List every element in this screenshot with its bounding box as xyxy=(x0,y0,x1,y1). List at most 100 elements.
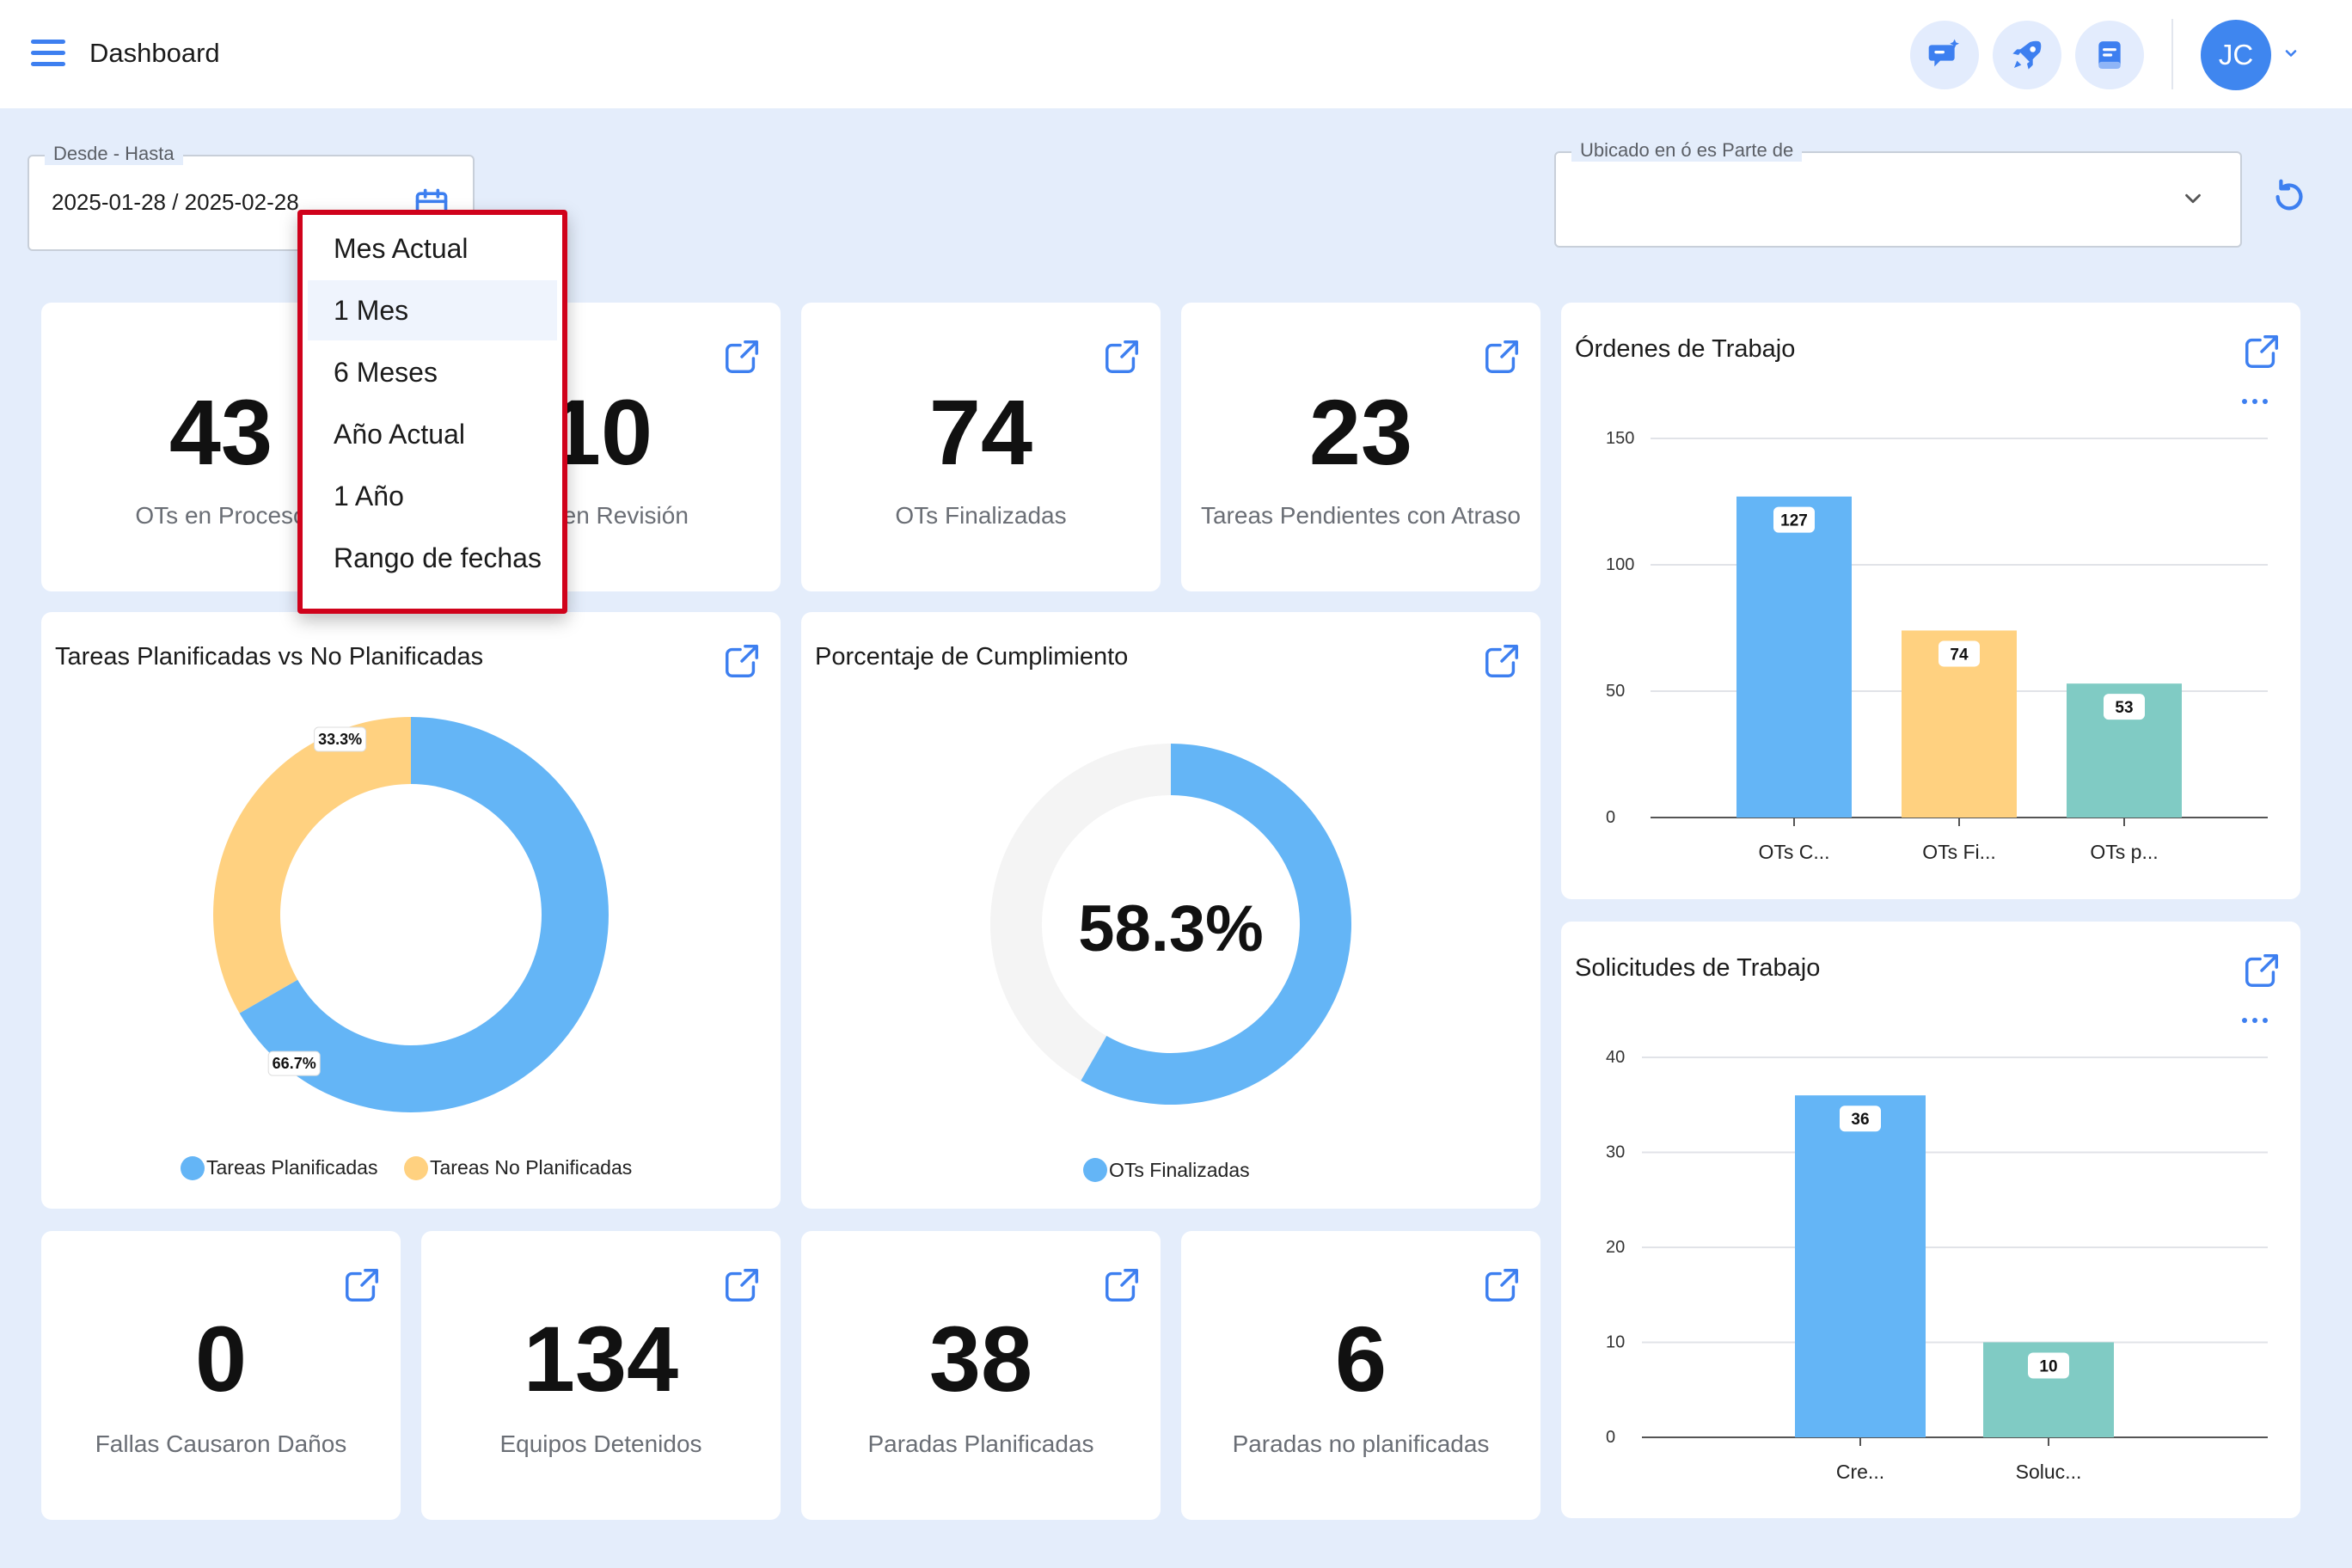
bar[interactable] xyxy=(1795,1095,1926,1437)
external-link-icon[interactable] xyxy=(1482,337,1522,377)
external-link-icon[interactable] xyxy=(1102,337,1142,377)
y-tick-label: 150 xyxy=(1606,429,1634,448)
more-options-icon[interactable] xyxy=(2240,1016,2269,1025)
location-select[interactable]: Ubicado en ó es Parte de xyxy=(1554,139,2242,248)
external-link-icon[interactable] xyxy=(1482,641,1522,681)
data-label: 53 xyxy=(2115,699,2133,717)
kpi-card-tareas-pendientes: 23 Tareas Pendientes con Atraso xyxy=(1181,303,1540,591)
x-tick-label: Soluc... xyxy=(2016,1461,2082,1483)
chart-card-solicitudes: Solicitudes de Trabajo 0 10 20 30 40 36 Cre...… xyxy=(1561,922,2300,1518)
kpi-value: 43 xyxy=(168,380,273,484)
external-link-icon[interactable] xyxy=(1482,1265,1522,1305)
chevron-down-icon xyxy=(2185,193,2201,204)
rocket-button[interactable] xyxy=(1993,21,2061,89)
svg-text:33.3%: 33.3% xyxy=(318,731,362,748)
kpi-label: Paradas Planificadas xyxy=(867,1430,1094,1457)
menu-item-mes-actual[interactable]: Mes Actual xyxy=(334,233,469,264)
data-label: 74 xyxy=(1950,646,1969,664)
rocket-icon xyxy=(2012,40,2042,70)
donut-slice-finalizadas[interactable] xyxy=(1081,744,1352,1105)
external-link-icon[interactable] xyxy=(2242,332,2282,371)
chart-card-ordenes: Órdenes de Trabajo 0 50 100 150 127 OTs C... 7… xyxy=(1561,303,2300,899)
notes-icon xyxy=(2098,41,2121,69)
y-tick-label: 20 xyxy=(1606,1238,1625,1257)
y-tick-label: 30 xyxy=(1606,1143,1625,1162)
donut-center-label: 58.3% xyxy=(1078,892,1264,965)
menu-item-1-mes[interactable]: 1 Mes xyxy=(308,280,557,340)
x-tick-label: OTs C... xyxy=(1758,841,1829,863)
legend-swatch xyxy=(181,1156,205,1180)
legend-label[interactable]: OTs Finalizadas xyxy=(1109,1159,1250,1181)
legend-swatch xyxy=(1083,1158,1107,1182)
kpi-label: Fallas Causaron Daños xyxy=(95,1430,347,1457)
kpi-label: Equipos Detenidos xyxy=(499,1430,702,1457)
date-range-value: 2025-01-28 / 2025-02-28 xyxy=(52,189,299,215)
svg-text:66.7%: 66.7% xyxy=(273,1055,316,1072)
kpi-value: 0 xyxy=(194,1307,248,1411)
kpi-label: Paradas no planificadas xyxy=(1232,1430,1490,1457)
chevron-down-icon[interactable] xyxy=(2280,45,2302,62)
y-tick-label: 10 xyxy=(1606,1333,1625,1352)
legend-label[interactable]: Tareas No Planificadas xyxy=(430,1156,632,1179)
chart-card-tareas: Tareas Planificadas vs No Planificadas 3… xyxy=(41,612,781,1209)
ai-chat-button[interactable] xyxy=(1910,21,1979,89)
external-link-icon[interactable] xyxy=(722,641,762,681)
kpi-card-paradas-no-planificadas: 6 Paradas no planificadas xyxy=(1181,1231,1540,1520)
external-link-icon[interactable] xyxy=(1102,1265,1142,1305)
chart-card-cumplimiento: Porcentaje de Cumplimiento 58.3% OTs Fin… xyxy=(801,612,1540,1209)
kpi-label: OTs Finalizadas xyxy=(895,502,1067,529)
chart-title: Tareas Planificadas vs No Planificadas xyxy=(55,643,484,671)
legend-label[interactable]: Tareas Planificadas xyxy=(206,1156,377,1179)
ai-chat-icon xyxy=(1928,39,1959,67)
kpi-value: 74 xyxy=(928,380,1033,484)
donut-chart-cumplimiento: 58.3% OTs Finalizadas xyxy=(989,744,1352,1182)
top-bar: Dashboard JC xyxy=(0,0,2352,108)
y-tick-label: 40 xyxy=(1606,1048,1625,1067)
kpi-card-fallas: 0 Fallas Causaron Daños xyxy=(41,1231,401,1520)
page-title: Dashboard xyxy=(89,38,220,68)
bar-chart-ordenes: 0 50 100 150 127 OTs C... 74 OTs Fi... 53 OTs p..… xyxy=(1606,429,2268,863)
kpi-card-paradas-planificadas: 38 Paradas Planificadas xyxy=(801,1231,1161,1520)
data-label: 33.3% xyxy=(314,726,367,752)
refresh-icon[interactable] xyxy=(2269,177,2309,217)
menu-item-ano-actual[interactable]: Año Actual xyxy=(334,419,465,450)
y-tick-label: 50 xyxy=(1606,682,1625,701)
external-link-icon[interactable] xyxy=(2242,951,2282,990)
data-label-bg xyxy=(2104,694,2145,720)
data-label: 127 xyxy=(1780,512,1808,530)
donut-chart-tareas: 33.3% 66.7% Tareas Planificadas Tareas N… xyxy=(181,717,632,1180)
menu-icon[interactable] xyxy=(31,40,65,67)
more-options-icon[interactable] xyxy=(2240,397,2269,406)
menu-item-6-meses[interactable]: 6 Meses xyxy=(334,357,438,388)
external-link-icon[interactable] xyxy=(342,1265,382,1305)
kpi-label: OTs en Proceso xyxy=(135,502,307,529)
x-tick-label: OTs Fi... xyxy=(1922,841,1996,863)
chart-title: Porcentaje de Cumplimiento xyxy=(815,643,1129,671)
menu-item-rango-de-fechas[interactable]: Rango de fechas xyxy=(334,542,542,573)
data-label-bg xyxy=(2028,1352,2069,1379)
kpi-card-equipos: 134 Equipos Detenidos xyxy=(421,1231,781,1520)
donut-slice-planificadas[interactable] xyxy=(239,717,609,1112)
kpi-value: 38 xyxy=(928,1307,1033,1411)
notes-button[interactable] xyxy=(2075,21,2144,89)
avatar[interactable]: JC xyxy=(2201,20,2271,90)
y-tick-label: 100 xyxy=(1606,555,1634,574)
bar-chart-solicitudes: 0 10 20 30 40 36 Cre... 10 Soluc... xyxy=(1606,1048,2268,1483)
date-range-label: Desde - Hasta xyxy=(45,143,183,165)
toolbar-divider xyxy=(2171,19,2173,89)
x-tick-label: OTs p... xyxy=(2090,841,2158,863)
external-link-icon[interactable] xyxy=(722,1265,762,1305)
y-tick-label: 0 xyxy=(1606,1428,1615,1447)
kpi-card-ots-finalizadas: 74 OTs Finalizadas xyxy=(801,303,1161,591)
bar[interactable] xyxy=(1736,496,1852,818)
x-tick-label: Cre... xyxy=(1836,1461,1884,1483)
data-label-bg xyxy=(1840,1106,1881,1132)
data-label-bg xyxy=(1939,640,1980,667)
data-label: 66.7% xyxy=(267,1050,321,1076)
external-link-icon[interactable] xyxy=(722,337,762,377)
data-label-bg xyxy=(1773,506,1815,533)
kpi-value: 134 xyxy=(523,1307,679,1411)
menu-item-1-ano[interactable]: 1 Año xyxy=(334,481,404,511)
donut-slice-no-planificadas[interactable] xyxy=(213,717,411,1014)
kpi-label: Tareas Pendientes con Atraso xyxy=(1200,502,1521,529)
